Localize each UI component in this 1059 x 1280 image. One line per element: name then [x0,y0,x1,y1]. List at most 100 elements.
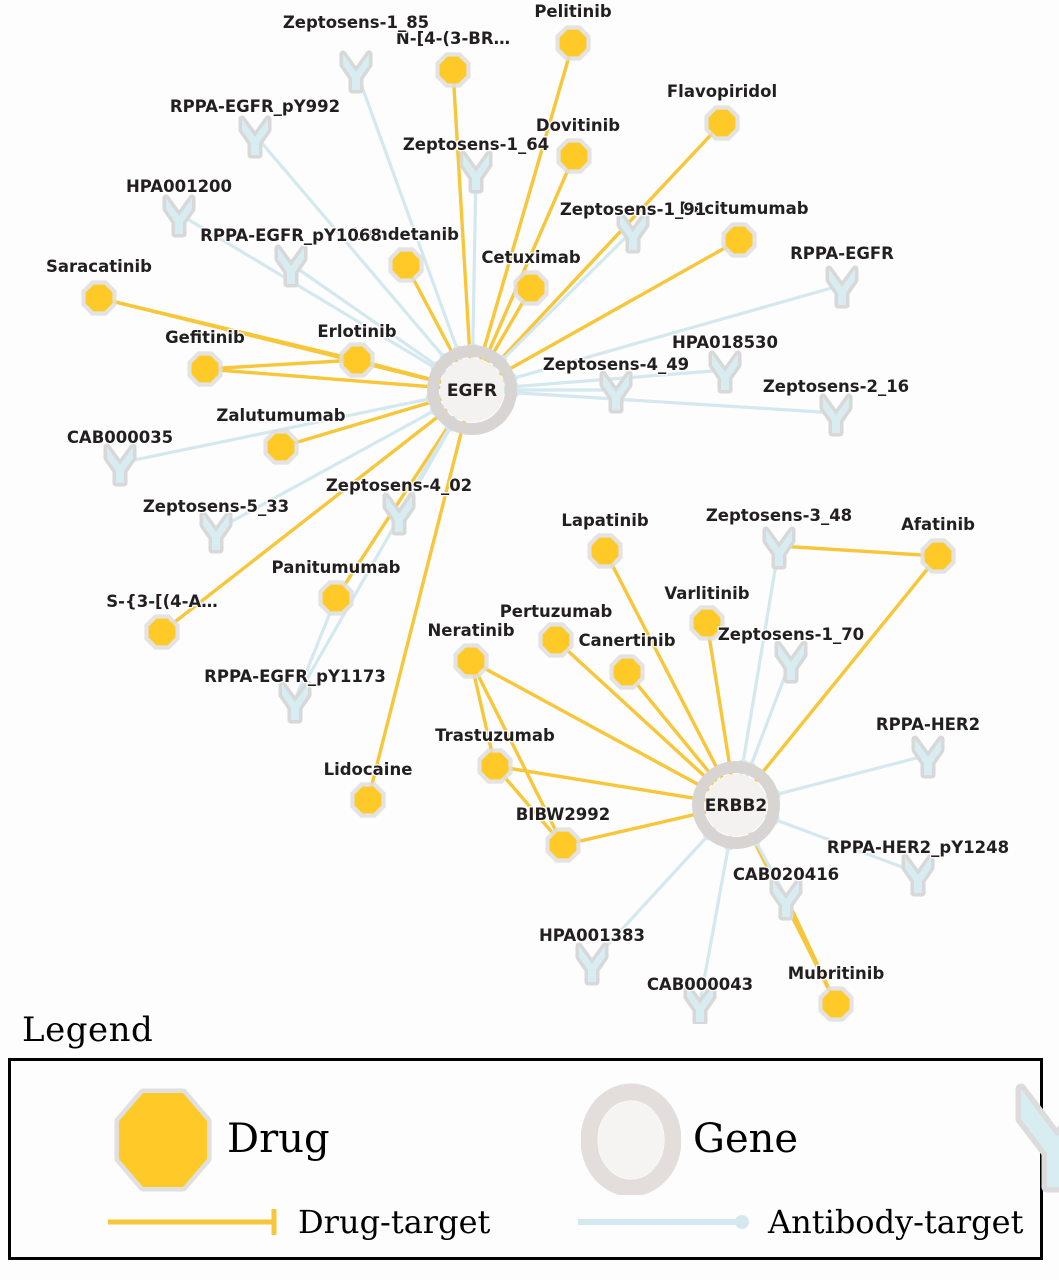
legend: Legend Drug Gene [0,1010,1059,1280]
antibody-node[interactable] [199,510,233,554]
drug-node[interactable] [144,614,180,650]
drug-node[interactable] [263,429,299,465]
antibody-node[interactable] [616,210,650,254]
edge-drug[interactable] [734,554,940,807]
antibody-node[interactable] [459,150,493,194]
antibody-node[interactable] [774,640,808,684]
edge-drug[interactable] [469,659,565,847]
drug-node[interactable] [920,538,956,574]
antibody-node[interactable] [911,735,945,779]
edge-drug[interactable] [603,549,738,807]
antibody-node[interactable] [825,265,859,309]
legend-item-antibody-target: Antibody-target [576,1205,1023,1239]
drug-node[interactable] [513,270,549,306]
edge-drug[interactable] [777,544,940,558]
edge-drug[interactable] [784,895,838,1006]
antibody-node[interactable] [103,443,137,487]
node-label: RPPA-EGFR_pY1068 [200,226,382,245]
network-canvas[interactable]: EGFR ERBB2 Pelitinib N-[4-(3-BR… Flavopirid… [0,0,1059,1024]
gene-node-egfr[interactable]: EGFR [427,345,517,435]
node-label: BIBW2992 [516,805,611,824]
drug-node[interactable] [587,533,623,569]
node-label: Flavopiridol [667,82,777,101]
drug-node[interactable] [555,25,591,61]
drug-node[interactable] [818,986,854,1022]
drug-node[interactable] [721,222,757,258]
antibody-node[interactable] [819,393,853,437]
antibody-node[interactable] [575,942,609,986]
edge-antibody[interactable] [118,388,474,465]
drug-node[interactable] [704,105,740,141]
drug-node[interactable] [435,52,471,88]
antibody-node[interactable] [278,680,312,724]
node-label: CAB000043 [647,975,753,994]
edge-antibody[interactable] [177,212,474,392]
node-label: Pertuzumab [500,602,613,621]
node-label: Dovitinib [536,116,620,135]
antibody-node[interactable] [901,853,935,897]
node-label: Erlotinib [317,322,396,341]
node-label: CAB020416 [733,865,839,884]
antibody-node[interactable] [339,50,373,94]
edge-antibody[interactable] [354,68,474,392]
drug-node[interactable] [187,351,223,387]
node-label: S-{3-[(4-A… [106,592,218,611]
edge-antibody[interactable] [214,388,474,532]
drug-node[interactable] [477,748,513,784]
drug-node[interactable] [545,827,581,863]
edge-antibody[interactable] [253,133,474,392]
gene-node-erbb2[interactable]: ERBB2 [692,761,780,849]
node-label: HPA001200 [126,177,232,196]
node-label: Panitumumab [272,558,401,577]
drug-node[interactable] [538,622,574,658]
antibody-node[interactable] [382,492,416,536]
edge-drug[interactable] [470,121,724,392]
node-label: Trastuzumab [435,726,555,745]
drug-node[interactable] [81,280,117,316]
drug-node[interactable] [339,342,375,378]
antibody-node[interactable] [708,350,742,394]
antibody-node[interactable] [274,244,308,288]
edge-drug[interactable] [469,659,738,807]
drug-node[interactable] [318,580,354,616]
edge-antibody[interactable] [470,283,844,392]
antibody-node[interactable] [769,877,803,921]
node-label: Zeptosens-2_16 [763,377,909,396]
edge-antibody[interactable] [293,388,474,702]
edge-drug[interactable] [203,358,359,371]
drug-node[interactable] [556,138,592,174]
node-label: Saracatinib [46,257,152,276]
node-label: Mubritinib [788,964,885,983]
legend-edges-row: Drug-target Antibody-target [11,1201,1040,1257]
gene-node-label: ERBB2 [705,796,767,816]
edge-drug[interactable] [97,296,359,362]
ring-icon [581,1083,681,1195]
chevron-icon [1015,1083,1059,1193]
edge-drug[interactable] [366,388,474,802]
legend-title: Legend [22,1010,154,1050]
antibody-node[interactable] [683,982,717,1024]
edge-drug[interactable] [160,388,474,634]
drug-node[interactable] [453,643,489,679]
antibody-node[interactable] [599,370,633,414]
legend-item-drug-target: Drug-target [106,1205,490,1239]
labels-layer: Pelitinib N-[4-(3-BR… Flavopiridol Dovitini… [45,1,1011,996]
drug-node[interactable] [350,782,386,818]
node-label: Zeptosens-1_64 [403,135,549,154]
antibody-node[interactable] [238,115,272,159]
node-label: Pelitinib [534,2,612,21]
antibody-node[interactable] [762,526,796,570]
legend-item-drug: Drug [111,1083,330,1195]
node-label: Zalutumumab [216,406,345,425]
drug-node[interactable] [388,247,424,283]
node-label: Varlitinib [664,584,749,603]
edge-drug[interactable] [470,41,575,392]
edge-drug[interactable] [451,68,474,392]
antibody-node[interactable] [162,194,196,238]
drug-node[interactable] [689,605,725,641]
drug-node[interactable] [609,654,645,690]
edge-antibody[interactable] [470,388,838,415]
edge-drug[interactable] [470,238,741,392]
legend-label-antibody-target: Antibody-target [768,1203,1024,1241]
